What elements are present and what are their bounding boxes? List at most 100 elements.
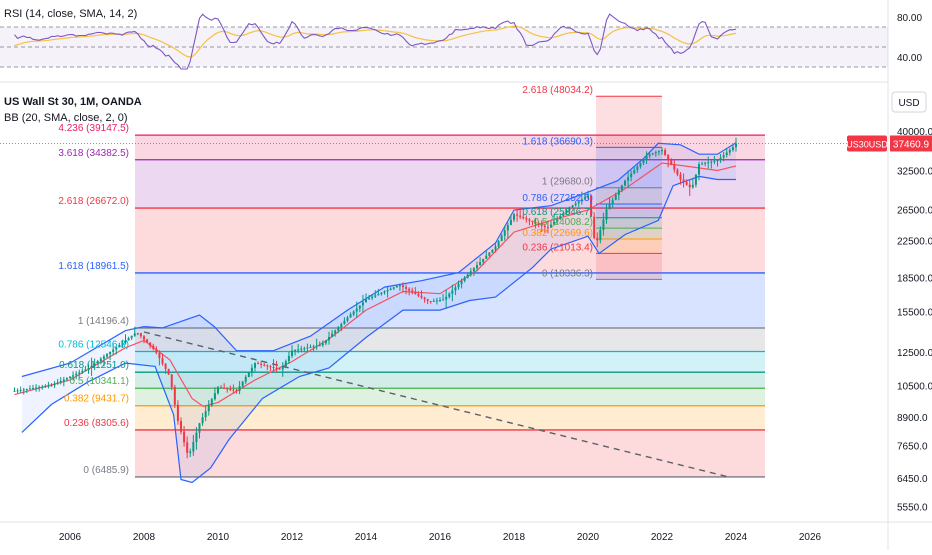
price-bar-body	[260, 363, 263, 365]
price-bar-body	[340, 323, 343, 328]
price-bar-body	[170, 374, 173, 388]
price-bar-body	[232, 389, 235, 391]
price-bar-body	[238, 386, 241, 391]
price-bar-body	[281, 366, 284, 370]
price-bar-body	[210, 399, 213, 406]
price-bar-body	[275, 367, 278, 369]
price-bar-body	[479, 261, 482, 266]
fib2-zone-2.618	[596, 96, 662, 148]
main-chart-title[interactable]: US Wall St 30, 1M, OANDA	[4, 96, 142, 108]
bb-indicator-title[interactable]: BB (20, SMA, close, 2, 0)	[4, 112, 128, 124]
price-bar-body	[664, 149, 667, 155]
price-bar-body	[47, 385, 50, 387]
time-tick-2024: 2024	[725, 532, 748, 543]
bb-basis-line	[14, 162, 737, 408]
price-bar-body	[266, 365, 269, 367]
fib2-label-0.236: 0.236 (21013.4)	[522, 242, 593, 253]
price-bar-body	[287, 355, 290, 362]
price-bar-body	[19, 389, 22, 391]
price-bar-body	[164, 363, 167, 369]
time-tick-2012: 2012	[281, 532, 304, 543]
rsi-line	[14, 13, 737, 70]
price-bar-body	[580, 199, 583, 202]
price-bar-body	[661, 149, 663, 152]
price-bar-body	[731, 147, 734, 150]
fib-label-0.786: 0.786 (12546.3)	[58, 339, 129, 350]
price-bar-body	[648, 154, 651, 157]
price-bar-body	[291, 350, 293, 356]
time-tick-2026: 2026	[799, 532, 822, 543]
fib2-zone-0.236	[596, 253, 662, 280]
price-bar-body	[657, 151, 660, 153]
price-bar-body	[349, 314, 352, 318]
price-bar-body	[69, 376, 71, 379]
price-tick-7650: 7650.0	[897, 442, 928, 453]
price-bar-body	[315, 345, 318, 347]
fib2-label-2.618: 2.618 (48034.2)	[522, 85, 593, 96]
price-bar-body	[87, 368, 90, 370]
price-bar-body	[735, 143, 737, 148]
price-tick-10500: 10500.0	[897, 381, 932, 392]
price-bar-body	[365, 299, 367, 303]
price-bar-body	[75, 373, 78, 376]
fib-label-3.618: 3.618 (34382.5)	[58, 148, 129, 159]
price-bar-body	[368, 298, 371, 300]
price-bar-body	[346, 317, 349, 321]
price-bar-body	[466, 274, 469, 278]
price-bar-body	[451, 290, 454, 294]
price-bar-body	[402, 285, 404, 288]
price-bar-body	[355, 308, 358, 312]
price-bar-body	[226, 388, 229, 390]
price-bar-body	[136, 333, 139, 335]
price-bar-body	[417, 294, 420, 296]
price-bar-body	[380, 292, 383, 295]
price-bar-body	[719, 157, 722, 161]
price-bar-body	[16, 390, 19, 392]
trend-line[interactable]	[143, 331, 729, 478]
price-bar-body	[488, 252, 491, 256]
price-bar-body	[65, 378, 68, 380]
price-bar-body	[445, 296, 448, 300]
price-bar-body	[704, 162, 707, 164]
price-bar-body	[534, 222, 537, 224]
price-bar-body	[670, 159, 673, 165]
price-bar-body	[593, 216, 596, 238]
dashed-trendline	[143, 331, 729, 478]
price-bar-body	[250, 367, 253, 373]
time-tick-2014: 2014	[355, 532, 378, 543]
fib2-label-1: 1 (29680.0)	[542, 177, 593, 188]
time-tick-2016: 2016	[429, 532, 452, 543]
price-bar-body	[642, 159, 645, 164]
fib-label-0.236: 0.236 (8305.6)	[64, 418, 129, 429]
price-bar-body	[389, 288, 392, 291]
price-bar-body	[146, 339, 149, 343]
price-bar-body	[28, 388, 31, 390]
price-bar-body	[337, 327, 340, 331]
symbol-tag-label: US30USD	[846, 139, 888, 149]
price-bar-body	[550, 224, 552, 228]
price-bar-body	[343, 320, 346, 324]
last-price-value: 37460.9	[893, 139, 930, 150]
price-bar-body	[630, 173, 633, 178]
price-bar-body	[309, 346, 312, 348]
price-bar-body	[688, 184, 691, 188]
price-bar-body	[241, 381, 244, 387]
price-tick-12500: 12500.0	[897, 348, 932, 359]
price-bar-body	[398, 285, 401, 287]
price-tick-5550: 5550.0	[897, 503, 928, 514]
fib-retracement-large[interactable]	[135, 134, 765, 478]
price-bar-body	[654, 152, 657, 154]
rsi-indicator-title[interactable]: RSI (14, close, SMA, 14, 2)	[4, 8, 137, 20]
price-bar-body	[685, 182, 688, 185]
price-bar-body	[651, 153, 654, 155]
price-bar-body	[448, 293, 451, 297]
bb-lower-line	[21, 175, 736, 484]
price-bar-body	[633, 170, 636, 174]
price-bar-body	[195, 432, 198, 443]
fib-zone-0.5	[135, 388, 765, 406]
price-bar-body	[599, 229, 602, 241]
symbol-title-text: US Wall St 30, 1M, OANDA	[4, 96, 142, 108]
price-bar-body	[130, 335, 133, 339]
